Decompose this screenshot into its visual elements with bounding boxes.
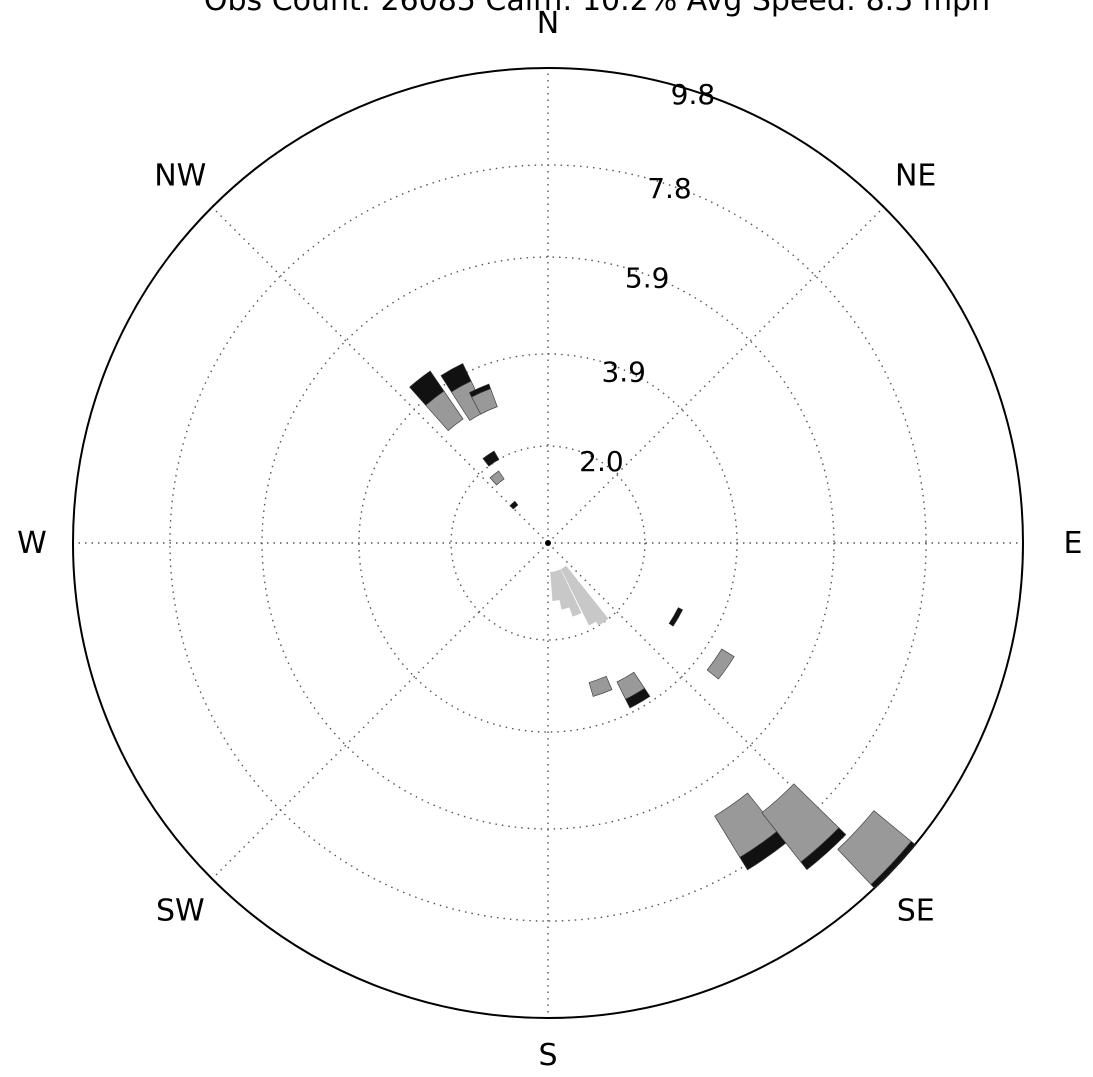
grid-circle [261,256,835,830]
direction-label: NE [895,158,936,193]
radial-tick-label: 5.9 [625,262,670,295]
grid-spoke [211,542,549,880]
grid-circle [450,445,646,641]
grid-spoke [547,206,885,544]
radial-tick-label: 3.9 [601,356,646,389]
grid-spoke [211,206,549,544]
wind-bar [668,607,683,627]
wind-bar [837,810,912,886]
wind-bars [409,363,916,889]
wind-bar [739,830,788,871]
axis-labels: 2.0 3.9 5.9 7.8 9.8 N NE E SE S SW W NW [17,6,1082,1073]
stats-header: Obs Count: 26085 Calm: 10.2% Avg Speed: … [204,0,990,18]
radial-tick-label: 7.8 [647,172,692,205]
wind-bar [560,567,599,626]
wind-bar [625,687,651,709]
wind-bar [553,570,570,610]
wind-bar [489,470,505,486]
outer-ring [72,67,1024,1019]
wind-bar [469,383,491,398]
direction-label: W [17,526,47,561]
wind-bar [557,569,582,617]
grid-spoke [547,542,885,880]
wind-bar [409,370,445,406]
direction-label: E [1064,526,1083,561]
direction-label: N [537,6,559,41]
wind-bar [870,840,916,889]
wind-bar [563,565,609,626]
radial-tick-label: 9.8 [671,78,716,111]
polar-grid [72,67,1024,1019]
wind-bar [800,827,847,871]
center-dot [545,540,551,546]
direction-label: SE [897,894,935,929]
direction-label: SW [156,894,205,929]
direction-label: S [538,1038,557,1073]
wind-bar [550,571,560,601]
direction-label: NW [154,158,206,193]
wind-bar [706,648,735,680]
wind-bar [509,500,519,510]
radial-tick-label: 2.0 [579,445,624,478]
wind-bar [588,675,613,697]
wind-bar [482,450,500,467]
wind-bar [440,363,472,393]
